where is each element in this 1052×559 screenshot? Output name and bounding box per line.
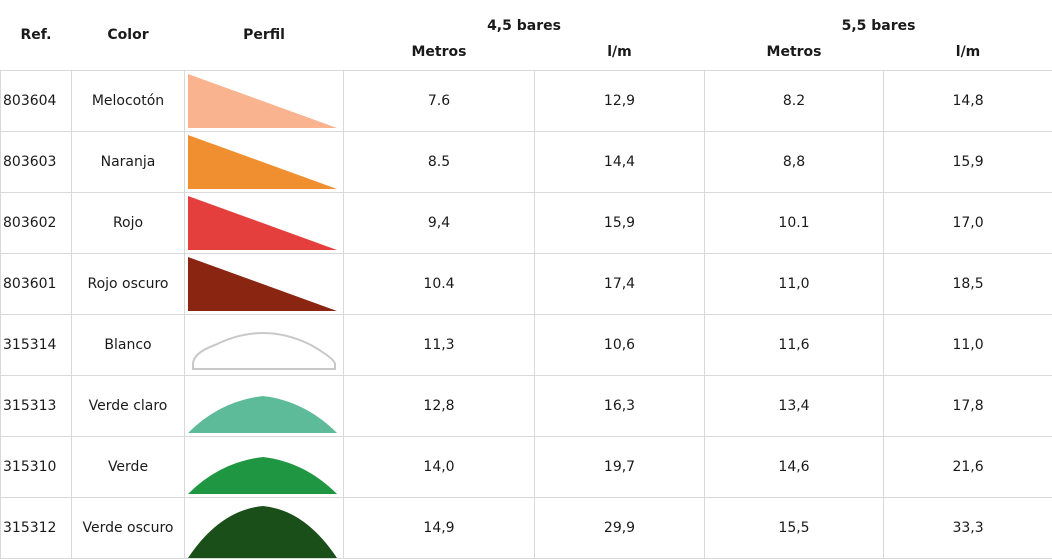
cell-lpm-5-5: 14,8: [884, 71, 1052, 132]
cell-lpm-4-5: 12,9: [535, 71, 705, 132]
header-group-4-5-bar: 4,5 bares: [344, 0, 705, 34]
profile-shape: [188, 457, 337, 494]
header-color: Color: [72, 0, 185, 71]
profile-shape: [188, 506, 337, 558]
cell-lpm-5-5: 18,5: [884, 254, 1052, 315]
cell-ref: 803604: [1, 71, 72, 132]
profile-shape: [188, 257, 337, 311]
cell-lpm-5-5: 17,0: [884, 193, 1052, 254]
spray-profile-icon: [185, 193, 340, 253]
profile-shape: [188, 396, 337, 433]
cell-profile: [185, 193, 344, 254]
header-group-5-5-bar: 5,5 bares: [705, 0, 1052, 34]
cell-lpm-5-5: 21,6: [884, 437, 1052, 498]
cell-profile: [185, 437, 344, 498]
cell-color: Verde oscuro: [72, 498, 185, 559]
cell-meters-5-5: 10.1: [705, 193, 884, 254]
cell-profile: [185, 376, 344, 437]
cell-lpm-4-5: 15,9: [535, 193, 705, 254]
cell-color: Verde claro: [72, 376, 185, 437]
cell-lpm-4-5: 16,3: [535, 376, 705, 437]
cell-ref: 803602: [1, 193, 72, 254]
cell-meters-5-5: 8,8: [705, 132, 884, 193]
cell-meters-4-5: 9,4: [344, 193, 535, 254]
spray-profile-icon: [185, 315, 340, 375]
cell-meters-5-5: 15,5: [705, 498, 884, 559]
cell-lpm-5-5: 33,3: [884, 498, 1052, 559]
header-ref: Ref.: [1, 0, 72, 71]
profile-shape: [188, 196, 337, 250]
spray-profile-icon: [185, 132, 340, 192]
cell-color: Rojo oscuro: [72, 254, 185, 315]
spray-profile-icon: [185, 376, 340, 436]
cell-ref: 803601: [1, 254, 72, 315]
cell-lpm-5-5: 15,9: [884, 132, 1052, 193]
cell-meters-4-5: 7.6: [344, 71, 535, 132]
cell-color: Rojo: [72, 193, 185, 254]
profile-shape: [188, 74, 337, 128]
cell-meters-5-5: 11,6: [705, 315, 884, 376]
cell-profile: [185, 498, 344, 559]
cell-lpm-4-5: 19,7: [535, 437, 705, 498]
spray-profile-icon: [185, 437, 340, 497]
cell-color: Melocotón: [72, 71, 185, 132]
cell-lpm-4-5: 29,9: [535, 498, 705, 559]
cell-meters-5-5: 14,6: [705, 437, 884, 498]
cell-color: Verde: [72, 437, 185, 498]
spray-profile-icon: [185, 498, 340, 558]
cell-ref: 315313: [1, 376, 72, 437]
header-meters-5-5: Metros: [705, 34, 884, 71]
cell-lpm-4-5: 14,4: [535, 132, 705, 193]
cell-profile: [185, 71, 344, 132]
header-lpm-5-5: l/m: [884, 34, 1052, 71]
cell-color: Blanco: [72, 315, 185, 376]
cell-ref: 803603: [1, 132, 72, 193]
header-meters-4-5: Metros: [344, 34, 535, 71]
cell-lpm-5-5: 11,0: [884, 315, 1052, 376]
cell-ref: 315312: [1, 498, 72, 559]
profile-shape: [193, 333, 335, 369]
cell-meters-5-5: 13,4: [705, 376, 884, 437]
cell-meters-5-5: 8.2: [705, 71, 884, 132]
cell-meters-4-5: 8.5: [344, 132, 535, 193]
cell-ref: 315314: [1, 315, 72, 376]
cell-profile: [185, 132, 344, 193]
header-lpm-4-5: l/m: [535, 34, 705, 71]
cell-lpm-4-5: 17,4: [535, 254, 705, 315]
cell-meters-4-5: 11,3: [344, 315, 535, 376]
cell-meters-5-5: 11,0: [705, 254, 884, 315]
cell-meters-4-5: 14,9: [344, 498, 535, 559]
cell-lpm-5-5: 17,8: [884, 376, 1052, 437]
spray-profile-icon: [185, 254, 340, 314]
cell-ref: 315310: [1, 437, 72, 498]
cell-meters-4-5: 14,0: [344, 437, 535, 498]
profile-shape: [188, 135, 337, 189]
cell-color: Naranja: [72, 132, 185, 193]
cell-profile: [185, 254, 344, 315]
cell-meters-4-5: 10.4: [344, 254, 535, 315]
cell-profile: [185, 315, 344, 376]
spray-profile-icon: [185, 71, 340, 131]
cell-meters-4-5: 12,8: [344, 376, 535, 437]
header-profile: Perfil: [185, 0, 344, 71]
cell-lpm-4-5: 10,6: [535, 315, 705, 376]
